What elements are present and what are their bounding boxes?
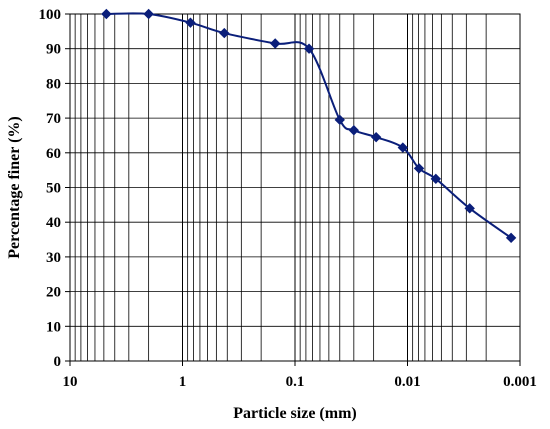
data-point [101, 8, 112, 20]
data-point [505, 232, 517, 244]
y-tick-label: 80 [46, 76, 61, 92]
data-point [397, 142, 409, 153]
x-tick-label: 0.1 [286, 374, 305, 390]
x-tick-label: 1 [179, 374, 187, 390]
data-points [101, 8, 517, 244]
data-point [370, 131, 382, 143]
y-axis: 0 10 20 30 40 50 60 70 80 90 100 [39, 7, 70, 370]
data-point [334, 114, 345, 126]
x-tick-label: 0.001 [503, 374, 537, 390]
y-axis-title: Percentage finer (%) [6, 116, 23, 258]
data-point [430, 173, 442, 185]
data-point [143, 8, 154, 20]
y-tick-label: 70 [46, 111, 61, 127]
y-tick-label: 100 [39, 7, 62, 23]
data-point [219, 27, 230, 39]
data-point [269, 38, 281, 49]
y-tick-label: 30 [46, 250, 61, 266]
data-point [348, 125, 360, 136]
data-point [464, 203, 475, 214]
x-tick-label: 0.01 [394, 374, 420, 390]
data-point [303, 43, 315, 54]
y-tick-label: 50 [46, 181, 61, 197]
y-tick-label: 60 [46, 146, 61, 162]
data-point [413, 163, 425, 174]
y-tick-label: 20 [46, 285, 61, 301]
x-tick-label: 10 [63, 374, 78, 390]
y-tick-label: 90 [46, 42, 61, 58]
y-tick-label: 10 [46, 319, 61, 335]
x-axis-title: Particle size (mm) [233, 405, 356, 422]
data-point [185, 17, 196, 28]
grid [70, 13, 521, 362]
y-tick-label: 0 [54, 354, 62, 370]
y-tick-label: 40 [46, 215, 61, 231]
x-axis: 10 1 0.1 0.01 0.001 [63, 361, 537, 390]
